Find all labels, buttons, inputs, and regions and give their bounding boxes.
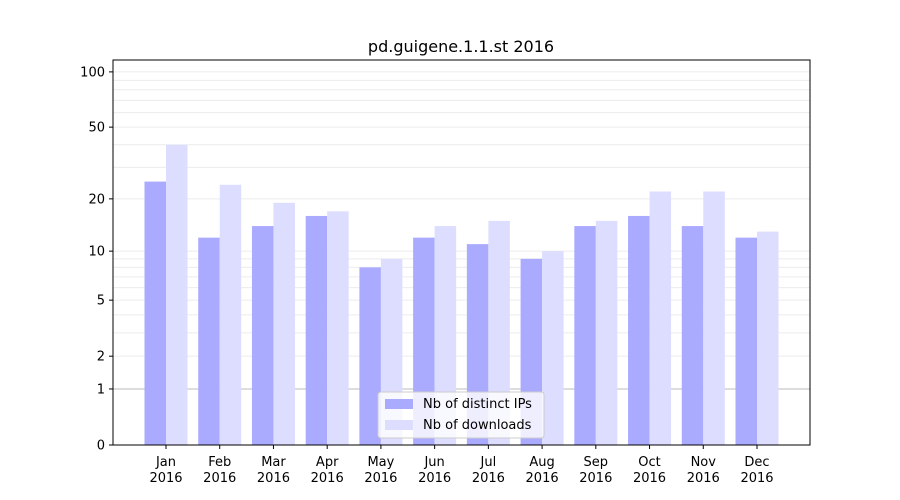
- bar-downloads: [488, 220, 510, 445]
- bar-distinct-ips: [251, 226, 274, 445]
- bar-downloads: [757, 231, 779, 445]
- bar-distinct-ips: [198, 237, 220, 445]
- legend: Nb of distinct IPs Nb of downloads: [377, 391, 545, 439]
- x-tick-label-month: Nov: [691, 455, 717, 470]
- y-tick-label: 5: [97, 294, 105, 309]
- bar-distinct-ips: [144, 181, 166, 445]
- legend-swatch-ips: [385, 399, 413, 409]
- x-tick-label-year: 2016: [149, 471, 182, 486]
- x-tick-label-month: Jun: [423, 455, 444, 470]
- y-tick-label: 2: [97, 350, 105, 365]
- legend-box: [377, 391, 545, 439]
- bar-downloads: [434, 226, 457, 445]
- bar-distinct-ips: [574, 226, 596, 445]
- x-tick-label-year: 2016: [418, 471, 451, 486]
- plot-frame: [112, 59, 811, 446]
- y-tick-label: 0: [97, 439, 105, 454]
- x-tick-label-year: 2016: [203, 471, 236, 486]
- y-tick-label: 50: [88, 121, 105, 136]
- x-tick-label-year: 2016: [257, 471, 290, 486]
- bar-downloads: [703, 191, 725, 445]
- x-tick-label-month: Jul: [480, 455, 497, 470]
- bar-downloads: [327, 211, 349, 445]
- y-tick-label: 100: [80, 65, 105, 80]
- bar-downloads: [649, 191, 672, 445]
- x-tick-label-year: 2016: [472, 471, 505, 486]
- bar-distinct-ips: [681, 226, 704, 445]
- y-tick-label: 10: [88, 245, 105, 260]
- chart-title: pd.guigene.1.1.st 2016: [368, 37, 554, 56]
- x-tick-label-year: 2016: [633, 471, 666, 486]
- x-tick-label-year: 2016: [364, 471, 397, 486]
- legend-label-ips: Nb of distinct IPs: [423, 397, 532, 412]
- bar-distinct-ips: [305, 215, 328, 445]
- bar-downloads: [595, 220, 618, 445]
- y-tick-label: 20: [88, 192, 105, 207]
- bar-downloads: [219, 184, 242, 445]
- x-tick-label-month: May: [367, 455, 394, 470]
- legend-label-downloads: Nb of downloads: [423, 418, 532, 433]
- x-tick-label-month: Feb: [208, 455, 231, 470]
- y-tick-label: 1: [97, 382, 105, 397]
- bar-downloads: [166, 144, 188, 446]
- x-tick-label-year: 2016: [740, 471, 773, 486]
- bar-distinct-ips: [359, 267, 381, 445]
- x-tick-label-year: 2016: [311, 471, 344, 486]
- x-tick-label-year: 2016: [687, 471, 720, 486]
- x-tick-label-year: 2016: [579, 471, 612, 486]
- bar-distinct-ips: [628, 215, 650, 445]
- x-tick-label-month: Apr: [316, 455, 339, 470]
- x-tick-label-month: Mar: [261, 455, 286, 470]
- x-tick-label-month: Sep: [584, 455, 609, 470]
- legend-swatch-downloads: [385, 420, 413, 430]
- x-tick-label-month: Oct: [638, 455, 660, 470]
- bar-downloads: [542, 251, 564, 445]
- x-tick-label-month: Aug: [529, 455, 554, 470]
- x-tick-label-year: 2016: [526, 471, 559, 486]
- bar-distinct-ips: [735, 237, 757, 445]
- x-tick-label-month: Dec: [744, 455, 769, 470]
- x-tick-label-month: Jan: [155, 455, 176, 470]
- bar-downloads: [273, 202, 295, 445]
